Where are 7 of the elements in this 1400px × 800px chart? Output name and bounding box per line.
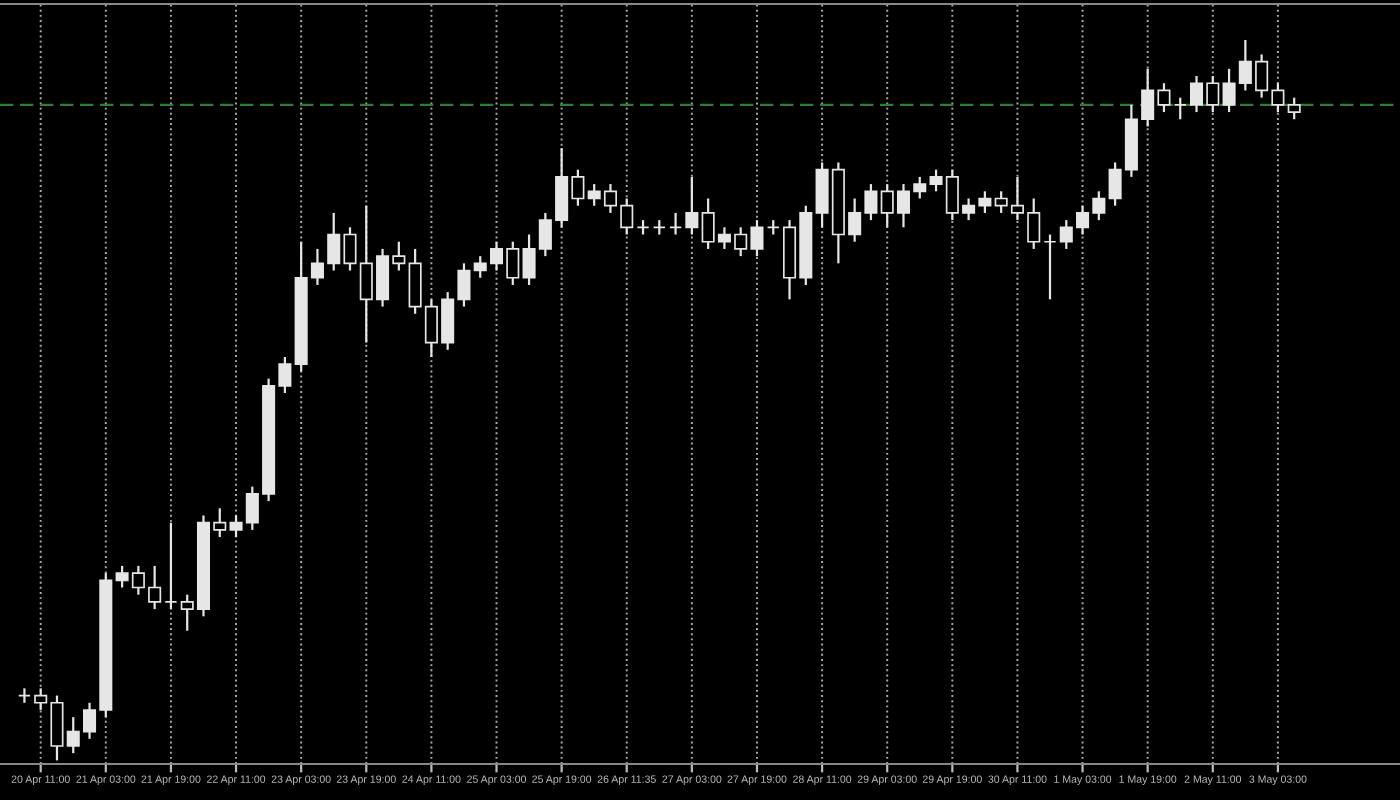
candlestick — [1043, 233, 1057, 301]
candlestick — [685, 175, 699, 236]
candlestick — [164, 521, 178, 611]
candlestick — [17, 687, 31, 704]
candlestick — [669, 211, 683, 236]
candlestick — [1173, 96, 1187, 121]
candlestick — [1287, 96, 1301, 121]
